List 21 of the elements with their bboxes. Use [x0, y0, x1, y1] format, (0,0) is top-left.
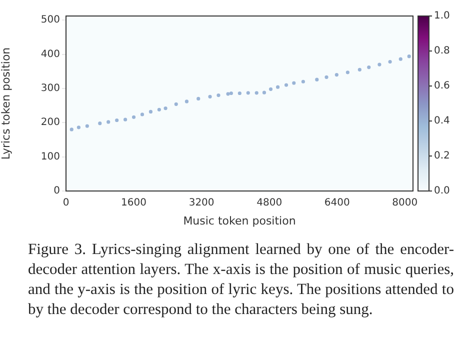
caption: Figure 3. Lyrics-singing alignment learned by one of the encoder-decoder attention layers. The x-axis is the position of music queries, and the y-axis is the position of lyric keys. The positions attended to by the decoder correspond to the characters being sung. — [28, 240, 454, 320]
x-tick-label: 4800 — [256, 198, 282, 209]
color-bar-label: 0.8 — [434, 46, 450, 57]
x-tick-label: 8000 — [392, 198, 418, 209]
y-tick-label: 500 — [40, 14, 60, 26]
color-bar-label: 0.0 — [434, 186, 450, 197]
color-bar-label: 1.0 — [434, 10, 450, 22]
y-tick-label: 300 — [40, 83, 60, 94]
y-tick-label: 200 — [40, 117, 60, 128]
y-tick-label: 0 — [54, 186, 60, 197]
y-tick-label: 100 — [40, 151, 60, 162]
color-bar-label: 0.4 — [434, 116, 450, 127]
x-tick-label: 3200 — [188, 198, 214, 209]
x-tick-label: 0 — [62, 198, 70, 209]
color-bar-label: 0.2 — [434, 150, 450, 162]
x-tick-label: 1600 — [121, 198, 146, 209]
color-bar-label: 0.6 — [434, 80, 450, 92]
x-axis-title: Music token position — [183, 214, 296, 228]
y-axis-title: Lyrics token position — [0, 47, 12, 160]
x-tick-label: 6400 — [324, 198, 350, 209]
y-tick-label: 400 — [40, 48, 60, 60]
